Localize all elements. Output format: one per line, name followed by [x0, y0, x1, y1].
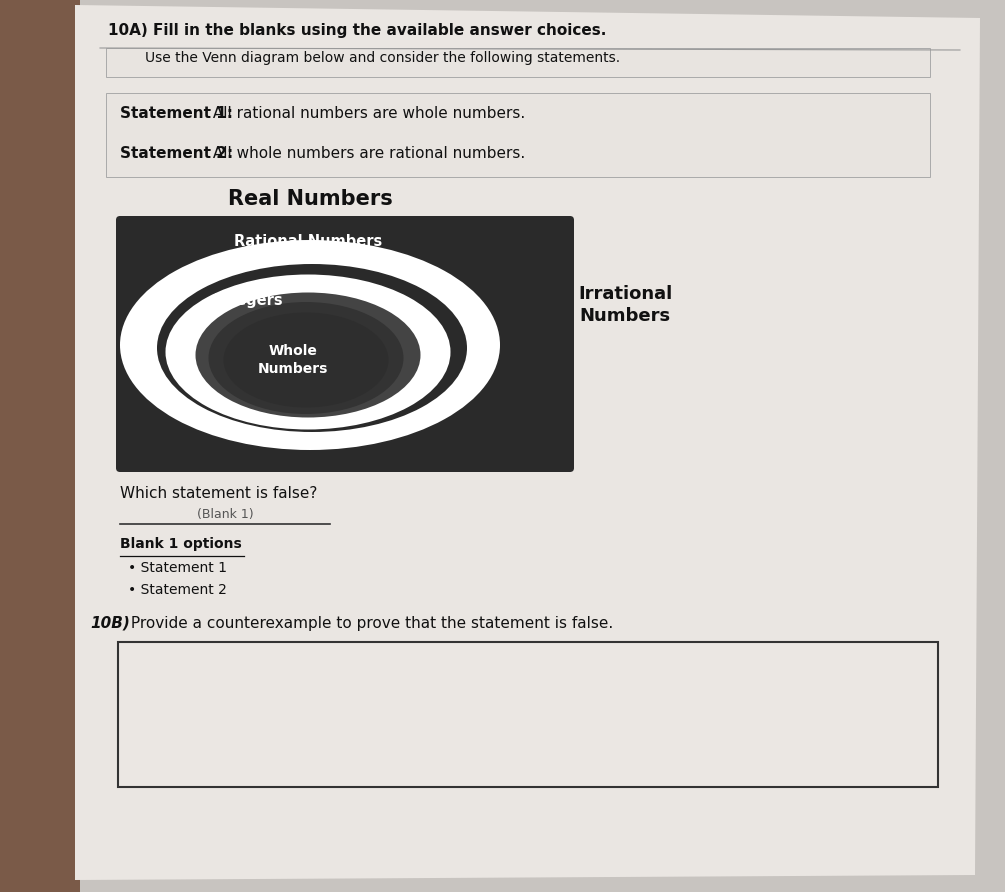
Ellipse shape	[208, 302, 403, 414]
Text: All rational numbers are whole numbers.: All rational numbers are whole numbers.	[208, 106, 526, 121]
Text: Integers: Integers	[213, 293, 282, 308]
Text: Statement 1:: Statement 1:	[120, 106, 233, 121]
FancyBboxPatch shape	[116, 216, 574, 472]
Text: Which statement is false?: Which statement is false?	[120, 486, 318, 501]
Text: • Statement 1: • Statement 1	[128, 561, 227, 575]
Text: (Blank 1): (Blank 1)	[197, 508, 253, 521]
Text: • Statement 2: • Statement 2	[128, 583, 227, 597]
Polygon shape	[0, 0, 80, 892]
Text: Provide a counterexample to prove that the statement is false.: Provide a counterexample to prove that t…	[126, 616, 613, 631]
Text: 10A) Fill in the blanks using the available answer choices.: 10A) Fill in the blanks using the availa…	[108, 23, 606, 38]
FancyBboxPatch shape	[118, 642, 938, 787]
FancyBboxPatch shape	[106, 48, 930, 77]
Text: Whole
Numbers: Whole Numbers	[258, 343, 329, 376]
Ellipse shape	[120, 240, 500, 450]
Ellipse shape	[223, 312, 389, 408]
Text: Statement 2:: Statement 2:	[120, 146, 233, 161]
Text: Blank 1 options: Blank 1 options	[120, 537, 242, 551]
Ellipse shape	[166, 275, 450, 430]
Text: 10B): 10B)	[90, 616, 130, 631]
Ellipse shape	[157, 264, 467, 432]
Ellipse shape	[196, 293, 420, 417]
FancyBboxPatch shape	[106, 93, 930, 177]
Text: Rational Numbers: Rational Numbers	[234, 235, 382, 250]
Text: All whole numbers are rational numbers.: All whole numbers are rational numbers.	[208, 146, 526, 161]
Text: Irrational
Numbers: Irrational Numbers	[578, 285, 672, 325]
Text: Real Numbers: Real Numbers	[227, 189, 392, 209]
Text: Use the Venn diagram below and consider the following statements.: Use the Venn diagram below and consider …	[145, 51, 620, 65]
Polygon shape	[75, 5, 980, 880]
